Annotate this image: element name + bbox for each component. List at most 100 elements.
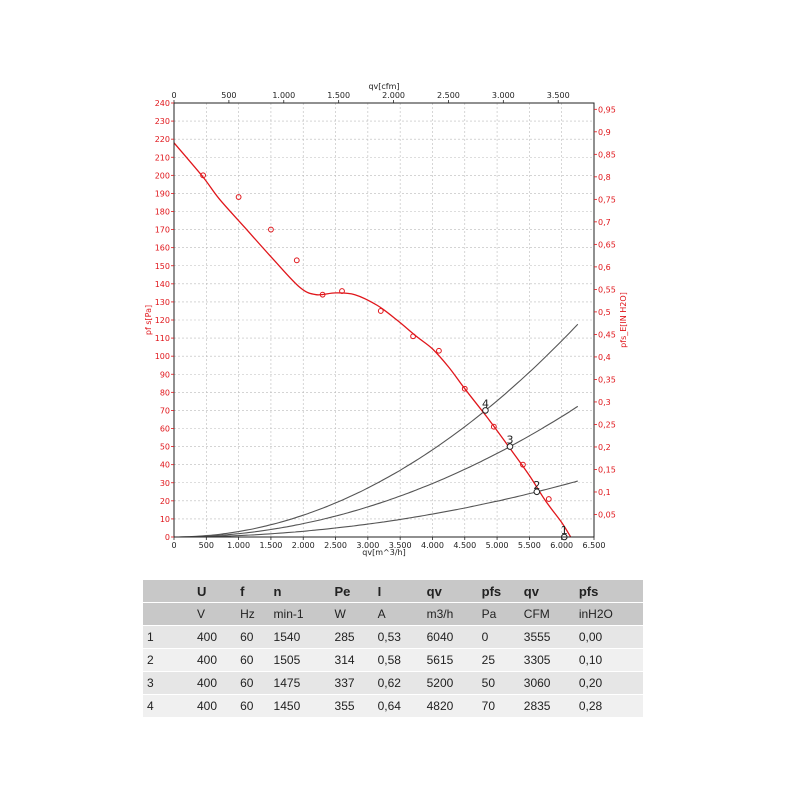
y-tick-label: 80 bbox=[160, 388, 170, 397]
table-cell: 5615 bbox=[422, 648, 478, 672]
table-cell: 1 bbox=[143, 625, 193, 649]
y-right-tick-label: 0,7 bbox=[598, 218, 611, 227]
y-axis-right-title: pfs_E[IN H2O] bbox=[619, 292, 628, 348]
y-right-tick-label: 0,4 bbox=[598, 353, 611, 362]
y-right-tick-label: 0,25 bbox=[598, 420, 616, 429]
y-tick-label: 40 bbox=[160, 461, 170, 470]
x-tick-label: 3.500 bbox=[389, 541, 412, 550]
table-cell: 355 bbox=[330, 694, 374, 718]
fan-curve-marker bbox=[377, 308, 384, 314]
table-cell: 337 bbox=[330, 671, 374, 695]
x-tick-label: 500 bbox=[199, 541, 214, 550]
y-tick-label: 120 bbox=[155, 316, 170, 325]
operating-point-label: 3 bbox=[507, 434, 514, 447]
y-tick-label: 130 bbox=[155, 298, 170, 307]
y-right-tick-label: 0,65 bbox=[598, 240, 616, 249]
fan-curve-marker bbox=[410, 333, 416, 340]
y-right-tick-label: 0,05 bbox=[598, 510, 616, 519]
fan-curve-marker bbox=[235, 194, 242, 200]
y-right-tick-label: 0,3 bbox=[598, 398, 611, 407]
y-tick-label: 200 bbox=[155, 171, 170, 180]
table-cell: pfs bbox=[477, 580, 520, 603]
fan-curve-marker bbox=[490, 423, 497, 430]
fan-curve bbox=[173, 142, 572, 538]
y-axis-left-title: pf s[Pa] bbox=[144, 305, 153, 335]
y-tick-label: 180 bbox=[155, 208, 170, 217]
table-cell: pfs bbox=[574, 580, 643, 603]
x-tick-label: 3.000 bbox=[356, 541, 379, 550]
operating-point-label: 4 bbox=[482, 397, 489, 410]
grid bbox=[174, 103, 594, 537]
y-right-tick-label: 0,35 bbox=[598, 375, 616, 384]
y-right-tick-label: 0,95 bbox=[598, 105, 616, 114]
y-right-tick-label: 0,85 bbox=[598, 150, 616, 159]
x-tick-label: 2.000 bbox=[292, 541, 315, 550]
table-cell: 400 bbox=[193, 625, 237, 649]
table-row: 3 400 60 1475 337 0,62 5200 50 3060 0,20 bbox=[143, 671, 643, 695]
y-tick-label: 30 bbox=[160, 479, 170, 488]
x-top-tick-label: 500 bbox=[221, 91, 236, 100]
y-right-tick-label: 0,2 bbox=[598, 443, 611, 452]
fan-curve-marker bbox=[436, 347, 442, 354]
table-cell: 0,53 bbox=[373, 625, 423, 649]
y-right-tick-label: 0,6 bbox=[598, 263, 611, 272]
y-tick-label: 190 bbox=[155, 189, 170, 198]
fan-curve-marker bbox=[339, 288, 345, 294]
y-right-tick-label: 0,1 bbox=[598, 488, 611, 497]
table-cell: 0 bbox=[477, 625, 520, 649]
x-top-tick-label: 3.500 bbox=[547, 91, 570, 100]
y-right-tick-label: 0,5 bbox=[598, 308, 611, 317]
table-row: 2 400 60 1505 314 0,58 5615 25 3305 0,10 bbox=[143, 648, 643, 672]
table-cell: 1505 bbox=[269, 648, 331, 672]
y-axis-right: 0,05 0,1 0,15 0,2 0,25 0,3 0,35 0,4 0,45 0,5 0,55 0… bbox=[594, 105, 616, 519]
table-cell: 0,20 bbox=[574, 671, 643, 695]
table-cell bbox=[143, 602, 193, 626]
fan-curve-marker bbox=[461, 385, 468, 392]
table-cell: 1475 bbox=[269, 671, 331, 695]
table-cell: 25 bbox=[477, 648, 520, 672]
table-cell: 314 bbox=[330, 648, 374, 672]
table-cell: 60 bbox=[236, 671, 270, 695]
y-tick-label: 150 bbox=[155, 262, 170, 271]
table-cell: Hz bbox=[236, 602, 270, 626]
table-cell: 400 bbox=[193, 671, 237, 695]
table-row: 4 400 60 1450 355 0,64 4820 70 2835 0,28 bbox=[143, 694, 643, 718]
y-tick-label: 20 bbox=[160, 497, 170, 506]
x-tick-label: 5.500 bbox=[518, 541, 541, 550]
table-cell: 3 bbox=[143, 671, 193, 695]
system-curve-3 bbox=[173, 405, 579, 538]
table-cell: 0,28 bbox=[574, 694, 643, 718]
x-axis-top-title: qv[cfm] bbox=[368, 82, 399, 91]
x-tick-label: 1.500 bbox=[259, 541, 282, 550]
table-cell: 1450 bbox=[269, 694, 331, 718]
y-right-tick-label: 0,9 bbox=[598, 128, 611, 137]
table-cell: A bbox=[373, 602, 423, 626]
fan-curve-marker bbox=[520, 461, 526, 468]
operating-point-3 bbox=[506, 443, 514, 450]
x-tick-label: 6.000 bbox=[550, 541, 573, 550]
table-cell: m3/h bbox=[422, 602, 478, 626]
x-axis-top: 0 500 1.000 1.500 2.000 2.500 3.000 3.500 bbox=[171, 91, 570, 103]
y-right-tick-label: 0,8 bbox=[598, 173, 611, 182]
table-cell bbox=[143, 580, 193, 603]
operating-point-label: 1 bbox=[561, 524, 568, 537]
table-cell: 60 bbox=[236, 625, 270, 649]
x-top-tick-label: 2.500 bbox=[437, 91, 460, 100]
table-cell: f bbox=[236, 580, 270, 603]
y-tick-label: 220 bbox=[155, 135, 170, 144]
table-cell: 3555 bbox=[519, 625, 575, 649]
table-cell: 2835 bbox=[519, 694, 575, 718]
x-tick-label: 2.500 bbox=[324, 541, 347, 550]
table-cell: min-1 bbox=[269, 602, 331, 626]
y-right-tick-label: 0,55 bbox=[598, 285, 616, 294]
table-row: 1 400 60 1540 285 0,53 6040 0 3555 0,00 bbox=[143, 625, 643, 649]
table-cell: 0,58 bbox=[373, 648, 423, 672]
table-cell: U bbox=[193, 580, 237, 603]
x-tick-label: 6.500 bbox=[583, 541, 606, 550]
x-top-tick-label: 2.000 bbox=[382, 91, 405, 100]
table-cell: 3060 bbox=[519, 671, 575, 695]
table-cell: 60 bbox=[236, 694, 270, 718]
y-tick-label: 160 bbox=[155, 244, 170, 253]
